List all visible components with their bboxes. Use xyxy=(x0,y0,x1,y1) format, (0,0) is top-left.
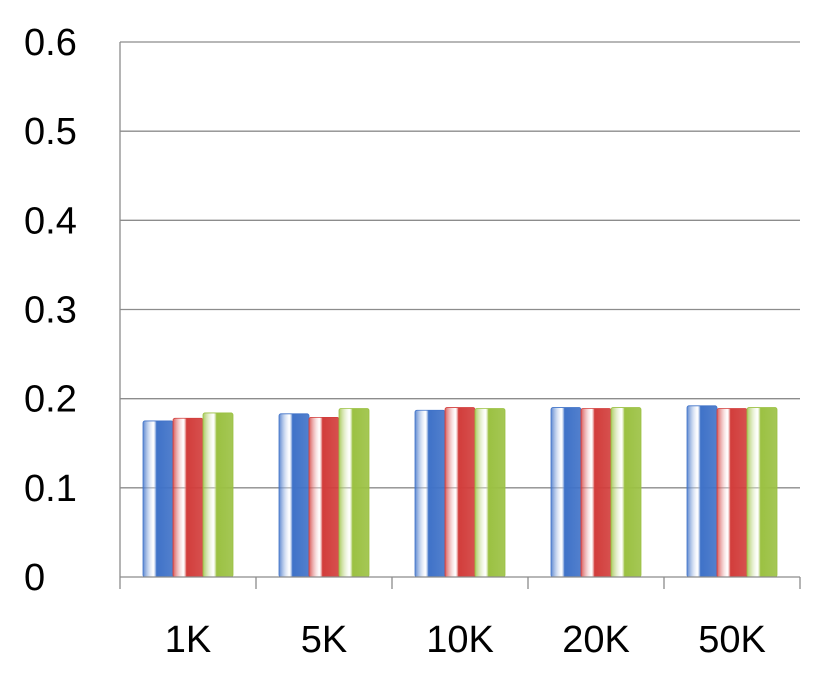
bar xyxy=(444,407,476,578)
bar xyxy=(414,409,446,578)
bar xyxy=(580,408,612,578)
y-tick-label: 0.2 xyxy=(24,379,77,421)
bar xyxy=(746,407,778,578)
bar xyxy=(308,416,340,578)
bars xyxy=(142,405,778,578)
bar xyxy=(338,408,370,578)
x-tick-label: 1K xyxy=(165,619,211,661)
y-tick-label: 0.1 xyxy=(24,468,77,510)
x-tick-label: 10K xyxy=(426,619,494,661)
x-tick-label: 20K xyxy=(562,619,630,661)
bar xyxy=(610,407,642,578)
y-tick-label: 0.5 xyxy=(24,111,77,153)
y-tick-label: 0.3 xyxy=(24,290,77,332)
bar xyxy=(142,420,174,578)
bar xyxy=(686,405,718,578)
axes xyxy=(119,42,801,589)
x-tick-label: 50K xyxy=(698,619,766,661)
x-tick-label: 5K xyxy=(301,619,347,661)
bar xyxy=(172,417,204,578)
bar xyxy=(202,412,234,578)
bar xyxy=(474,408,506,578)
y-tick-labels: 0 0.1 0.2 0.3 0.4 0.5 0.6 xyxy=(24,22,77,599)
bar xyxy=(716,408,748,578)
y-tick-label: 0 xyxy=(24,557,45,599)
x-tick-labels: 1K 5K 10K 20K 50K xyxy=(165,619,766,661)
y-tick-label: 0.6 xyxy=(24,22,77,64)
y-tick-label: 0.4 xyxy=(24,200,77,242)
bar xyxy=(550,407,582,578)
bar xyxy=(278,413,310,578)
